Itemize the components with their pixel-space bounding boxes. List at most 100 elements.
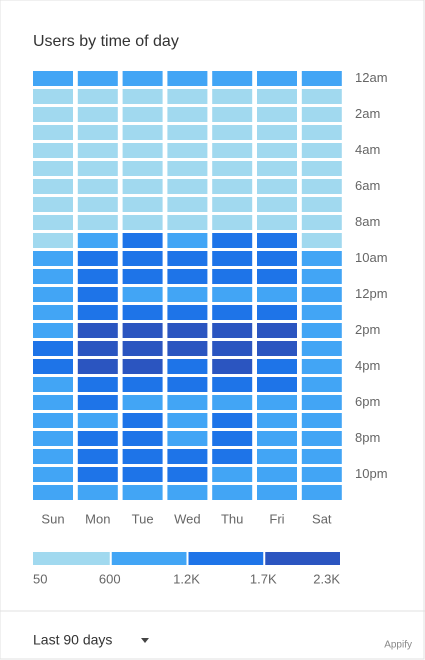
legend-swatch	[111, 552, 187, 565]
heatmap-cell	[301, 287, 342, 302]
heatmap-cell	[33, 143, 73, 158]
y-tick-label: 8am	[355, 214, 380, 229]
heatmap-cell	[77, 89, 118, 104]
legend-tick-label: 1.2K	[173, 571, 200, 586]
heatmap-cell	[77, 449, 118, 464]
heatmap-cell	[167, 233, 208, 248]
y-tick-label: 10am	[355, 250, 388, 265]
heatmap-cell	[212, 431, 253, 446]
heatmap-cell	[33, 71, 73, 86]
heatmap-cell	[212, 467, 253, 482]
heatmap-cell	[301, 431, 342, 446]
heatmap-cell	[167, 269, 208, 284]
heatmap-cell	[301, 269, 342, 284]
heatmap-cell	[212, 179, 253, 194]
heatmap-cell	[167, 197, 208, 212]
heatmap-cell	[33, 89, 73, 104]
heatmap-cell	[257, 107, 297, 122]
heatmap-cell	[167, 161, 208, 176]
heatmap-cell	[212, 107, 253, 122]
legend-tick-label: 2.3K	[313, 571, 340, 586]
date-range-dropdown[interactable]: Last 90 days	[33, 632, 149, 648]
heatmap-cell	[77, 467, 118, 482]
heatmap-cell	[77, 143, 118, 158]
heatmap-cell	[301, 89, 342, 104]
heatmap-cell	[122, 485, 163, 500]
heatmap-cell	[77, 161, 118, 176]
legend-tick-label: 1.7K	[250, 571, 277, 586]
heatmap-cell	[33, 215, 73, 230]
heatmap-cell	[122, 197, 163, 212]
heatmap-cell	[33, 431, 73, 446]
dropdown-arrow[interactable]	[141, 638, 149, 643]
heatmap-cell	[301, 71, 342, 86]
heatmap-cell	[301, 395, 342, 410]
heatmap-cell	[212, 485, 253, 500]
heatmap-cell	[212, 359, 253, 374]
heatmap-cell	[167, 125, 208, 140]
heatmap-cell	[122, 323, 163, 338]
heatmap-cell	[257, 305, 297, 320]
heatmap-cell	[33, 485, 73, 500]
x-tick-label: Wed	[174, 511, 201, 526]
x-tick-label: Tue	[132, 511, 154, 526]
heatmap-cell	[212, 287, 253, 302]
heatmap-cell	[122, 287, 163, 302]
heatmap-cell	[33, 233, 73, 248]
heatmap-cell	[167, 449, 208, 464]
heatmap-cell	[122, 71, 163, 86]
heatmap-cell	[77, 323, 118, 338]
heatmap-cell	[301, 233, 342, 248]
heatmap-cell	[167, 215, 208, 230]
heatmap-cell	[122, 467, 163, 482]
heatmap-cell	[122, 107, 163, 122]
heatmap-cell	[122, 341, 163, 356]
heatmap-cell	[301, 107, 342, 122]
heatmap-cell	[167, 71, 208, 86]
heatmap-cell	[122, 269, 163, 284]
heatmap-cell	[212, 377, 253, 392]
heatmap-cell	[77, 305, 118, 320]
y-tick-label: 4am	[355, 142, 380, 157]
y-tick-label: 4pm	[355, 358, 380, 373]
heatmap-cell	[212, 413, 253, 428]
heatmap-cell	[122, 233, 163, 248]
heatmap-cell	[301, 161, 342, 176]
heatmap-cell	[77, 71, 118, 86]
heatmap-cell	[212, 395, 253, 410]
y-tick-label: 8pm	[355, 430, 380, 445]
heatmap-cell	[257, 341, 297, 356]
heatmap-cell	[257, 89, 297, 104]
heatmap-cell	[77, 179, 118, 194]
heatmap-cell	[257, 197, 297, 212]
heatmap-cell	[122, 377, 163, 392]
legend-swatch	[188, 552, 264, 565]
x-tick-label: Mon	[85, 511, 110, 526]
heatmap-cell	[257, 71, 297, 86]
heatmap-cell	[257, 125, 297, 140]
heatmap-cell	[77, 269, 118, 284]
heatmap-cell	[301, 323, 342, 338]
heatmap-cell	[257, 269, 297, 284]
chart-title: Users by time of day	[33, 33, 179, 50]
heatmap-cell	[167, 107, 208, 122]
heatmap-cell	[257, 287, 297, 302]
date-range-label[interactable]: Last 90 days	[33, 632, 112, 648]
heatmap-cell	[33, 197, 73, 212]
legend-swatch	[265, 552, 340, 565]
heatmap-cell	[301, 143, 342, 158]
heatmap-cell	[77, 485, 118, 500]
heatmap-cell	[212, 161, 253, 176]
heatmap-cell	[122, 143, 163, 158]
heatmap-cell	[301, 179, 342, 194]
heatmap-cell	[33, 413, 73, 428]
heatmap-cell	[122, 251, 163, 266]
heatmap-cell	[301, 197, 342, 212]
heatmap-cell	[77, 413, 118, 428]
heatmap-cell	[122, 413, 163, 428]
heatmap-cell	[167, 341, 208, 356]
heatmap-cell	[33, 449, 73, 464]
heatmap-cell	[167, 143, 208, 158]
heatmap-cell	[77, 233, 118, 248]
watermark: Appify	[384, 640, 412, 651]
